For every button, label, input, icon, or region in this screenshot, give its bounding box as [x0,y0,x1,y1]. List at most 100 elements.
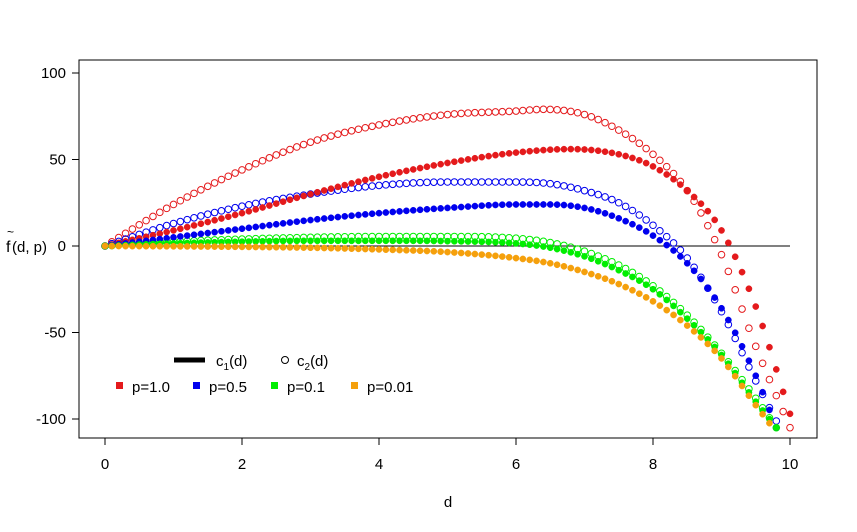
y-axis-label-tilde: ~ [7,225,14,239]
c2-point-p-1-0 [614,126,623,134]
c1-point-p-1-0 [663,171,671,178]
c2-point-p-1-0 [779,407,787,416]
c2-point-p-1-0 [724,267,733,276]
c1-point-p-0-01 [409,247,417,254]
legend-label-p-0-01: p=0.01 [367,379,413,396]
y-tick-label: -50 [44,325,66,342]
c1-point-p-0-01 [567,264,575,272]
c1-point-p-1-0 [697,200,705,208]
c1-point-p-0-01 [286,244,294,251]
c1-point-p-1-0 [389,170,397,178]
c2-point-p-1-0 [251,159,260,168]
c2-point-p-0-5 [662,232,671,241]
c1-point-p-1-0 [759,322,766,330]
c1-point-p-0-1 [485,238,492,246]
c1-point-p-0-1 [293,237,301,245]
legend: c1(d) c2(d) p=1.0 p=0.5 p=0.1 p=0.01 [116,353,413,396]
c2-point-p-1-0 [635,139,644,148]
c1-point-p-1-0 [279,198,287,206]
c2-point-p-0-5 [183,215,191,224]
c1-point-p-1-0 [437,160,444,168]
c1-point-p-0-01 [444,248,451,256]
c1-point-p-0-1 [457,238,465,245]
c1-point-p-0-5 [396,208,403,215]
c1-point-p-1-0 [334,183,342,191]
c1-point-p-0-5 [704,284,712,292]
c1-point-p-0-01 [533,257,540,265]
c1-point-p-0-1 [423,237,431,245]
c1-point-p-0-5 [553,201,561,208]
c2-point-p-0-5 [560,182,568,190]
c1-point-p-0-01 [348,245,355,253]
c1-point-p-0-01 [368,245,376,253]
c1-point-p-1-0 [677,181,684,188]
c1-point-p-0-1 [670,302,677,310]
c1-point-p-0-5 [183,232,191,239]
c2-point-p-0-5 [210,208,219,217]
c2-point-p-1-0 [594,115,603,124]
c1-point-p-0-1 [252,238,260,245]
c2-point-p-1-0 [656,156,664,165]
c1-point-p-0-01 [129,242,136,250]
c1-point-p-1-0 [608,149,616,157]
c1-point-p-0-5 [615,214,623,222]
c1-point-p-0-01 [204,243,212,250]
c1-point-p-0-5 [211,228,218,236]
c1-point-p-0-5 [533,201,540,208]
c2-point-p-1-0 [169,200,178,209]
c2-point-p-1-0 [738,305,746,313]
c1-point-p-0-1 [512,240,520,247]
c1-point-p-0-01 [594,272,602,280]
c2-point-p-1-0 [786,423,794,432]
c1-point-p-0-1 [608,263,616,271]
c1-point-p-1-0 [307,190,314,198]
c2-point-p-1-0 [210,179,219,187]
c2-point-p-0-5 [190,213,198,222]
c2-point-p-1-0 [142,216,150,225]
c1-point-p-0-01 [677,316,684,324]
c1-point-p-0-1 [266,237,273,245]
c1-point-p-1-0 [601,148,609,156]
c1-point-p-0-01 [752,401,760,409]
c2-point-p-0-5 [169,219,178,228]
c1-point-p-0-01 [156,242,164,250]
c1-point-p-0-5 [464,203,472,210]
c2-point-p-1-0 [772,391,781,400]
c2-point-p-0-5 [669,239,678,247]
c1-point-p-1-0 [457,157,465,164]
c1-point-p-0-01 [745,392,753,400]
c1-point-p-1-0 [341,181,349,189]
c1-point-p-0-5 [498,201,506,209]
c1-point-p-0-01 [149,242,157,250]
y-axis-label-f: f [6,239,11,256]
c1-point-p-0-01 [361,245,369,253]
c1-point-p-0-01 [505,253,513,261]
c1-point-p-1-0 [745,285,753,293]
c1-point-p-0-1 [355,237,362,245]
c1-point-p-0-5 [382,209,390,216]
c2-point-p-1-0 [587,112,596,121]
c2-point-p-0-5 [580,186,589,195]
c1-point-p-0-5 [560,201,568,209]
c1-point-p-1-0 [327,185,335,193]
c1-point-p-0-01 [471,250,479,258]
c2-point-p-1-0 [231,169,239,177]
c1-point-p-0-5 [492,201,499,209]
c1-point-p-0-5 [512,201,520,208]
c1-point-p-0-5 [635,224,643,231]
c1-point-p-0-01 [725,363,732,371]
c1-point-p-0-5 [574,203,582,211]
c1-point-p-1-0 [772,366,780,373]
series-layer [101,105,794,432]
c1-point-p-0-01 [190,243,198,250]
c1-point-p-0-01 [553,261,561,269]
c1-point-p-1-0 [656,166,664,174]
c1-point-p-1-0 [738,268,746,276]
c2-point-p-0-5 [573,185,582,193]
c1-point-p-1-0 [314,188,321,196]
series-c1-p-0-1 [101,237,780,431]
c1-point-p-0-01 [279,243,287,251]
c1-point-p-1-0 [451,158,458,166]
c1-point-p-0-01 [731,372,739,380]
